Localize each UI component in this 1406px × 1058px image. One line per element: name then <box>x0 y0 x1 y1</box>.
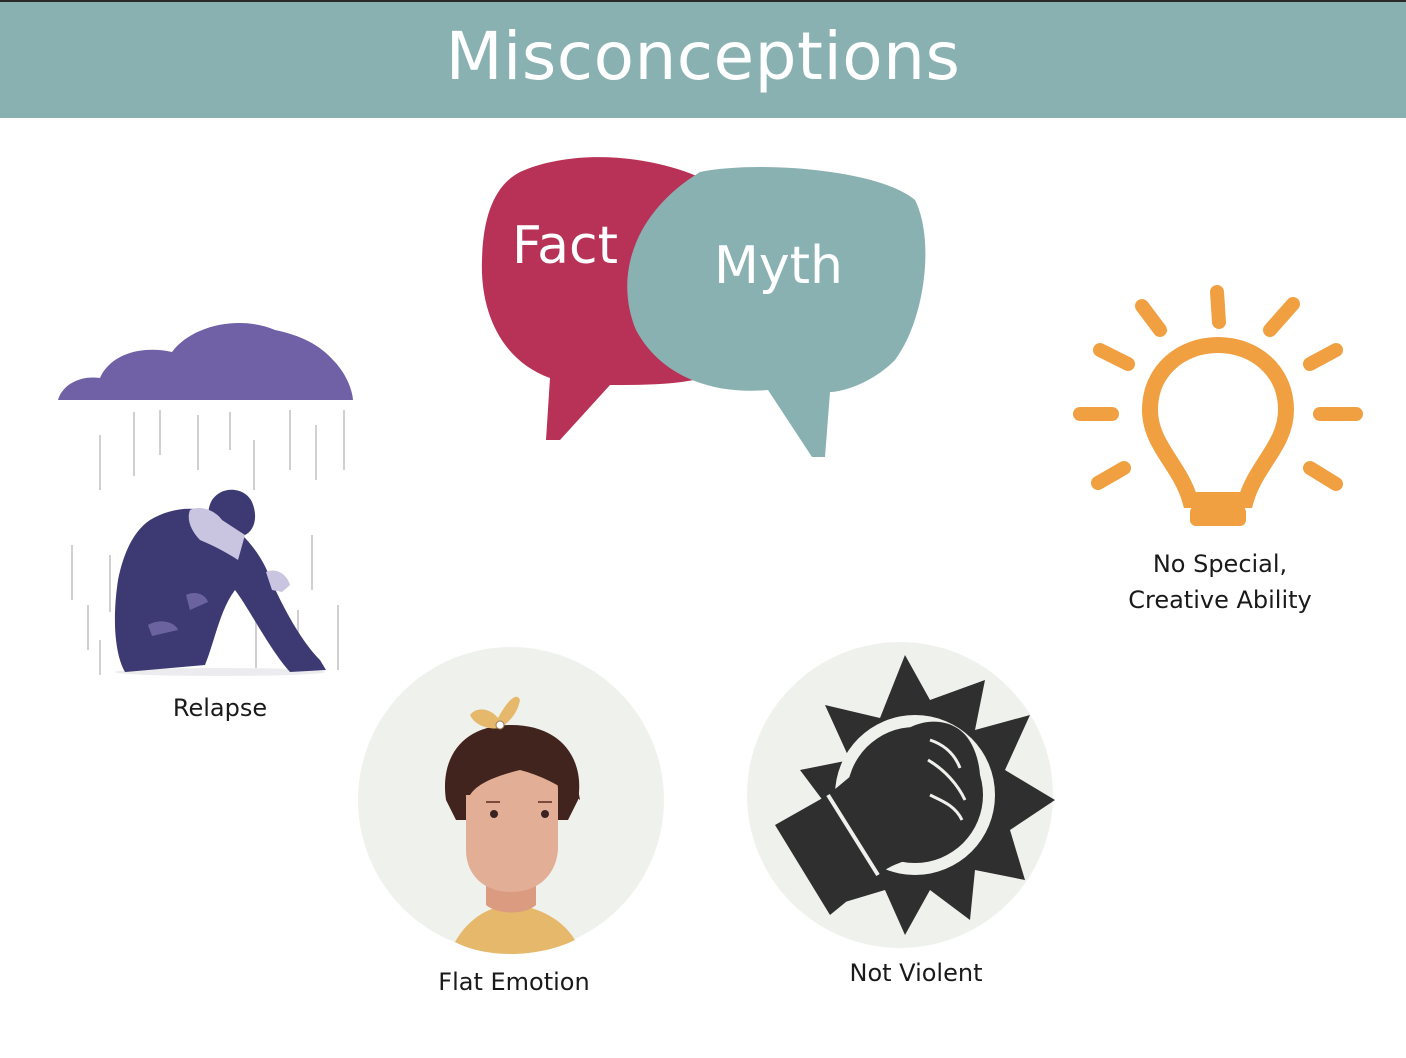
header-banner: Misconceptions <box>0 0 1406 118</box>
relapse-caption: Relapse <box>172 694 268 722</box>
myth-label: Myth <box>714 236 843 296</box>
fact-myth-bubbles-icon <box>481 157 926 457</box>
myth-speech-bubble <box>627 167 926 457</box>
page-title: Misconceptions <box>445 18 961 95</box>
rain-cloud <box>58 323 353 400</box>
not-violent-caption: Not Violent <box>849 959 983 987</box>
creative-caption-line2: Creative Ability <box>1128 586 1312 614</box>
sad-person-under-rain-cloud-icon <box>58 323 353 676</box>
creative-caption-line1: No Special, <box>1152 550 1288 578</box>
light-bulb-icon <box>1073 285 1363 526</box>
raised-fist-burst-icon <box>747 642 1055 948</box>
flat-emotion-caption: Flat Emotion <box>438 968 590 996</box>
expressionless-girl-face-icon <box>358 647 664 954</box>
fact-label: Fact <box>512 216 618 276</box>
